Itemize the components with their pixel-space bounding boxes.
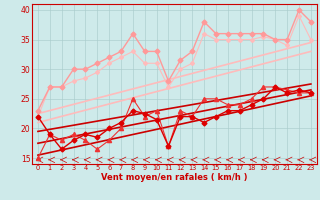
X-axis label: Vent moyen/en rafales ( km/h ): Vent moyen/en rafales ( km/h ) [101, 173, 248, 182]
